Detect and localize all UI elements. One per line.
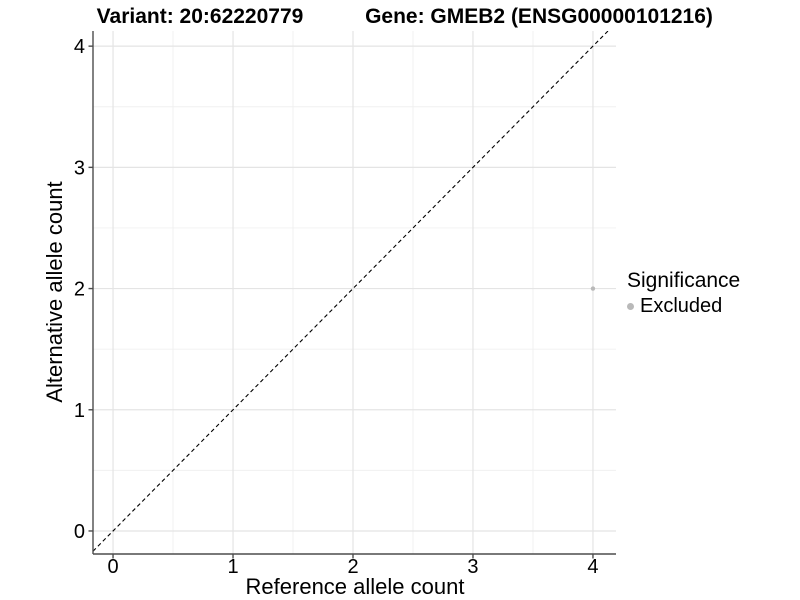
y-axis-title: Alternative allele count — [42, 181, 67, 403]
x-tick-label: 0 — [107, 556, 118, 578]
x-tick-label: 3 — [467, 556, 478, 578]
x-tick-label: 4 — [587, 556, 598, 578]
y-tick-label: 2 — [74, 279, 85, 301]
y-tick-label: 3 — [74, 157, 85, 179]
data-point — [590, 286, 596, 291]
legend: Significance Excluded — [627, 269, 740, 318]
gridlines-layer — [93, 31, 616, 554]
variant-title: Variant: 20:62220779 — [96, 5, 304, 28]
legend-point-icon — [627, 303, 634, 310]
y-tick-label: 0 — [74, 521, 85, 543]
x-tick-label: 1 — [227, 556, 238, 578]
gene-title: Gene: GMEB2 (ENSG00000101216) — [365, 5, 713, 28]
legend-item-label: Excluded — [640, 295, 723, 317]
y-tick-label: 4 — [74, 36, 85, 58]
data-layer — [93, 31, 609, 552]
legend-title: Significance — [627, 269, 741, 292]
legend-item-excluded: Excluded — [627, 295, 740, 318]
y-tick-label: 1 — [74, 400, 85, 422]
identity-reference-line — [93, 31, 609, 552]
axis-layer: 0 1 2 3 4 0 1 2 3 4 — [74, 31, 616, 578]
x-tick-label: 2 — [347, 556, 358, 578]
x-axis-title: Reference allele count — [245, 574, 465, 599]
